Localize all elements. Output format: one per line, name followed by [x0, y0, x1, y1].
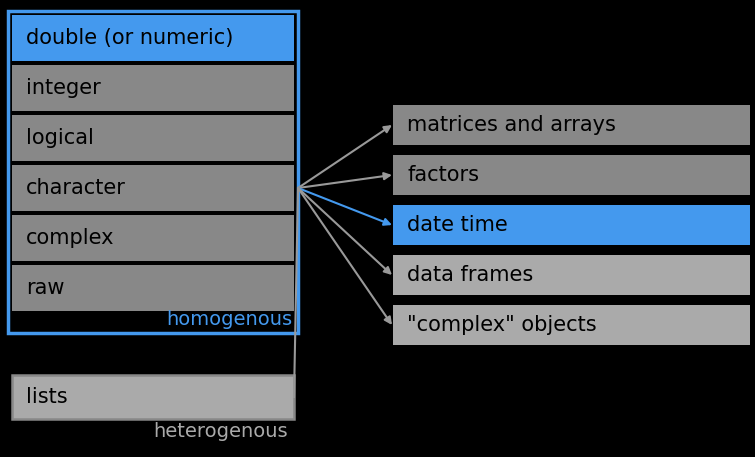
Text: raw: raw	[26, 278, 64, 298]
Bar	[12, 15, 294, 61]
Text: double (or numeric): double (or numeric)	[26, 28, 233, 48]
Text: logical: logical	[26, 128, 94, 148]
Text: heterogenous: heterogenous	[153, 422, 288, 441]
Text: complex: complex	[26, 228, 115, 248]
Bar	[12, 65, 294, 111]
Bar	[12, 265, 294, 311]
Text: factors: factors	[407, 165, 479, 185]
Bar	[12, 215, 294, 261]
Bar	[12, 375, 294, 419]
Text: homogenous: homogenous	[166, 310, 292, 329]
Text: lists: lists	[26, 387, 68, 407]
Bar	[8, 11, 298, 333]
Bar	[12, 165, 294, 211]
Text: data frames: data frames	[407, 265, 533, 285]
Bar	[393, 105, 750, 145]
Text: character: character	[26, 178, 126, 198]
Bar	[12, 115, 294, 161]
Bar	[393, 205, 750, 245]
Bar	[393, 155, 750, 195]
Bar	[393, 255, 750, 295]
Text: matrices and arrays: matrices and arrays	[407, 115, 616, 135]
Bar	[393, 305, 750, 345]
Text: date time: date time	[407, 215, 508, 235]
Text: integer: integer	[26, 78, 100, 98]
Text: "complex" objects: "complex" objects	[407, 315, 596, 335]
